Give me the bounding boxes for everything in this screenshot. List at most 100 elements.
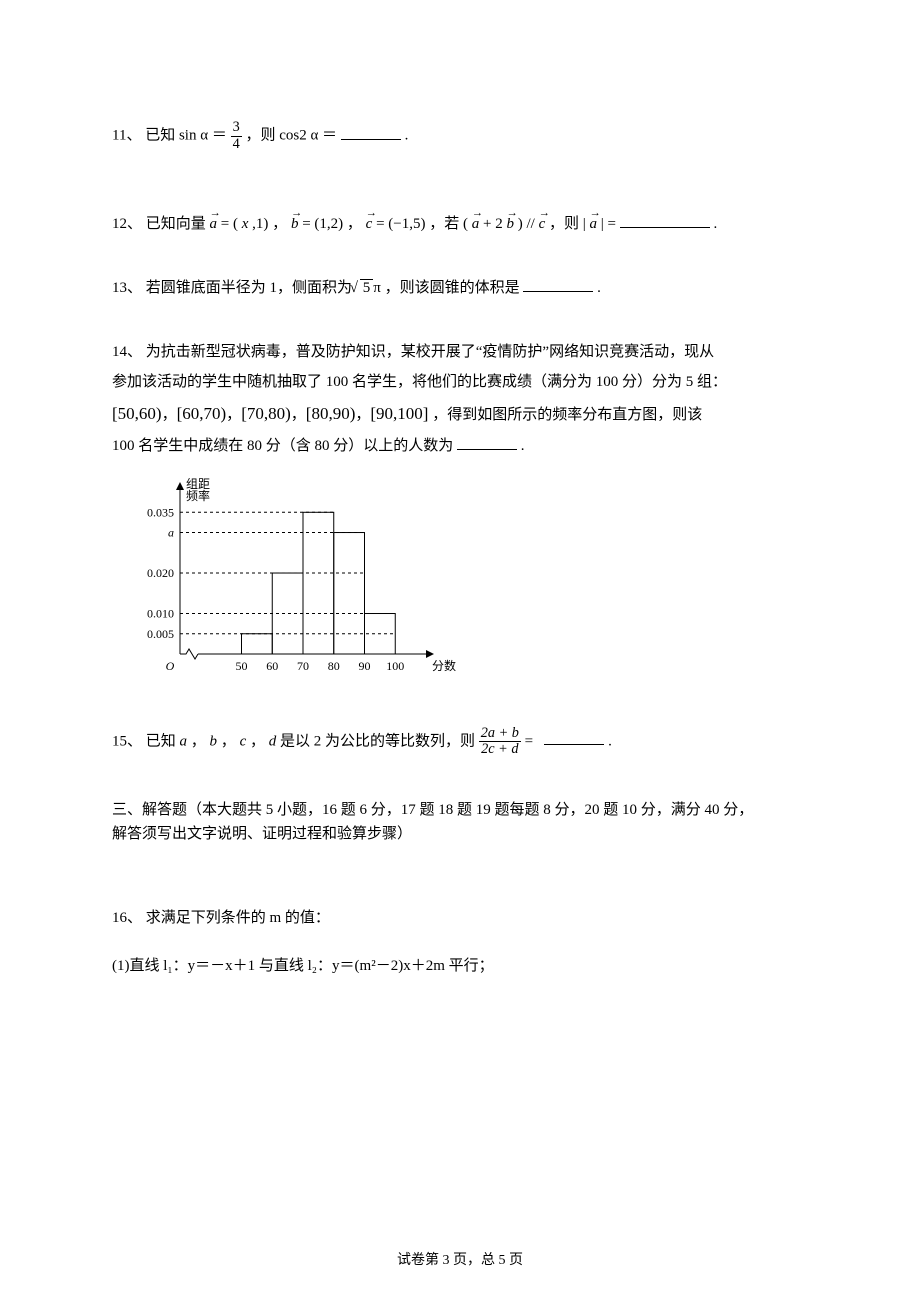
q15-var-b: b — [210, 733, 218, 749]
q12-a-x: x — [242, 216, 249, 232]
section-3-title-line2: 解答须写出文字说明、证明过程和验算步骤） — [112, 822, 808, 846]
q14-line4: 100 名学生中成绩在 80 分（含 80 分）以上的人数为 — [112, 438, 453, 454]
svg-text:频率: 频率 — [186, 488, 210, 503]
q15-blank — [544, 729, 604, 745]
q11-blank — [341, 124, 401, 140]
svg-text:0.010: 0.010 — [147, 606, 174, 620]
q15-var-c: c — [240, 733, 247, 749]
q12-c-eq: = (−1,5) — [376, 216, 425, 232]
question-11: 11、 已知 sin α ＝ 3 4 ，则 cos2 α ＝ . — [112, 120, 808, 152]
q15-suffix: . — [608, 733, 612, 749]
q12-label: 12、 — [112, 216, 142, 232]
q14-suffix: . — [521, 438, 525, 454]
footer-text: 试卷第 3 页，总 5 页 — [397, 1253, 523, 1268]
histogram-svg: 组距频率0.0050.0100.020a0.0355060708090100分数… — [122, 478, 462, 678]
q13-prefix: 若圆锥底面半径为 1，侧面积为 — [146, 280, 352, 296]
q15-prefix: 已知 — [146, 733, 176, 749]
q11-frac-den: 4 — [231, 137, 242, 153]
svg-text:0.005: 0.005 — [147, 626, 174, 640]
vector-a2-icon: a — [472, 212, 480, 236]
q14-line2: 参加该活动的学生中随机抽取了 100 名学生，将他们的比赛成绩（满分为 100 … — [112, 374, 727, 390]
q13-sqrt-in: 5 — [360, 279, 374, 296]
svg-text:60: 60 — [266, 659, 278, 673]
q13-after: ，则该圆锥的体积是 — [385, 280, 520, 296]
q12-prefix: 已知向量 — [146, 216, 210, 232]
q12-suffix: . — [713, 216, 717, 232]
q14-intervals: [50,60)，[60,70)，[70,80)，[80,90)，[90,100] — [112, 407, 428, 423]
interval-sep-2: ， — [291, 407, 306, 423]
q15-after-vars: 是以 2 为公比的等比数列，则 — [280, 733, 479, 749]
q11-frac-num: 3 — [231, 120, 242, 137]
q11-fraction: 3 4 — [231, 120, 242, 152]
q14-intervals-line: [50,60)，[60,70)，[70,80)，[80,90)，[90,100]… — [112, 400, 808, 427]
q12-c2: ， — [347, 216, 362, 232]
q12-b-eq: = (1,2) — [302, 216, 343, 232]
q12-a-eq: = ( — [221, 216, 238, 232]
q13-label: 13、 — [112, 280, 142, 296]
q12-c1: ， — [272, 216, 287, 232]
q14-label: 14、 — [112, 344, 142, 360]
q15-label: 15、 — [112, 733, 142, 749]
interval-0: [50,60) — [112, 404, 162, 423]
q12-c4: ，则 | — [549, 216, 586, 232]
q12-a-rest: ,1) — [252, 216, 268, 232]
svg-text:分数: 分数 — [432, 658, 456, 673]
q12-after-bar: | = — [601, 216, 620, 232]
vector-a3-icon: a — [590, 212, 598, 236]
q15-frac-num: 2a + b — [479, 726, 521, 743]
section-3-title-line1: 三、解答题（本大题共 5 小题，16 题 6 分，17 题 18 题 19 题每… — [112, 798, 808, 822]
q16-text: 求满足下列条件的 m 的值： — [146, 910, 330, 926]
q16-label: 16、 — [112, 910, 142, 926]
interval-4: [90,100] — [370, 404, 428, 423]
q12-c3: ，若 — [429, 216, 459, 232]
sqrt-icon: 5 — [356, 276, 374, 300]
question-14: 14、 为抗击新型冠状病毒，普及防护知识，某校开展了“疫情防护”网络知识竞赛活动… — [112, 340, 808, 685]
svg-text:a: a — [168, 525, 174, 539]
vector-c-icon: c — [366, 212, 373, 236]
interval-sep-1: ， — [226, 407, 241, 423]
vector-a-icon: a — [210, 212, 218, 236]
page-footer: 试卷第 3 页，总 5 页 — [0, 1250, 920, 1272]
interval-3: [80,90) — [306, 404, 356, 423]
svg-text:70: 70 — [297, 659, 309, 673]
q11-middle: ，则 cos2 α ＝ — [245, 128, 337, 144]
interval-sep-3: ， — [355, 407, 370, 423]
svg-text:90: 90 — [359, 659, 371, 673]
q12-po: ( — [463, 216, 468, 232]
question-12: 12、 已知向量 a = ( x ,1) ， b = (1,2) ， c = (… — [112, 212, 808, 236]
interval-2: [70,80) — [241, 404, 291, 423]
q15-frac-den: 2c + d — [479, 742, 521, 758]
question-15: 15、 已知 a ， b ， c ， d 是以 2 为公比的等比数列，则 2a … — [112, 726, 808, 758]
svg-text:0.020: 0.020 — [147, 566, 174, 580]
q15-sep3: ， — [250, 733, 265, 749]
question-16: 16、 求满足下列条件的 m 的值： (1)直线 l₁：y＝－x＋1 与直线 l… — [112, 906, 808, 978]
interval-sep-0: ， — [162, 407, 177, 423]
q14-blank — [457, 434, 517, 450]
exam-page: 11、 已知 sin α ＝ 3 4 ，则 cos2 α ＝ . 12、 已知向… — [0, 0, 920, 1302]
histogram-chart: 组距频率0.0050.0100.020a0.0355060708090100分数… — [122, 478, 808, 686]
q11-suffix: . — [405, 128, 409, 144]
svg-text:50: 50 — [236, 659, 248, 673]
q15-var-d: d — [269, 733, 277, 749]
section-3-title: 三、解答题（本大题共 5 小题，16 题 6 分，17 题 18 题 19 题每… — [112, 798, 808, 846]
svg-text:100: 100 — [386, 659, 404, 673]
svg-text:O: O — [166, 659, 175, 673]
question-13: 13、 若圆锥底面半径为 1，侧面积为 5π ，则该圆锥的体积是 . — [112, 276, 808, 300]
svg-text:80: 80 — [328, 659, 340, 673]
q12-pc: ) // — [518, 216, 539, 232]
q11-prefix: 已知 sin α ＝ — [145, 128, 227, 144]
q13-suffix: . — [597, 280, 601, 296]
q15-sep2: ， — [221, 733, 236, 749]
q15-fraction: 2a + b 2c + d — [479, 726, 521, 758]
q12-plus2b: + 2 — [483, 216, 503, 232]
svg-text:0.035: 0.035 — [147, 505, 174, 519]
interval-1: [60,70) — [177, 404, 227, 423]
q14-line1: 为抗击新型冠状病毒，普及防护知识，某校开展了“疫情防护”网络知识竞赛活动，现从 — [146, 344, 714, 360]
q13-pi: π — [373, 280, 381, 296]
q15-var-a: a — [180, 733, 188, 749]
q11-label: 11、 — [112, 128, 141, 144]
vector-b-icon: b — [291, 212, 299, 236]
vector-b2-icon: b — [506, 212, 514, 236]
q15-eq: = — [525, 733, 533, 749]
q13-blank — [523, 276, 593, 292]
